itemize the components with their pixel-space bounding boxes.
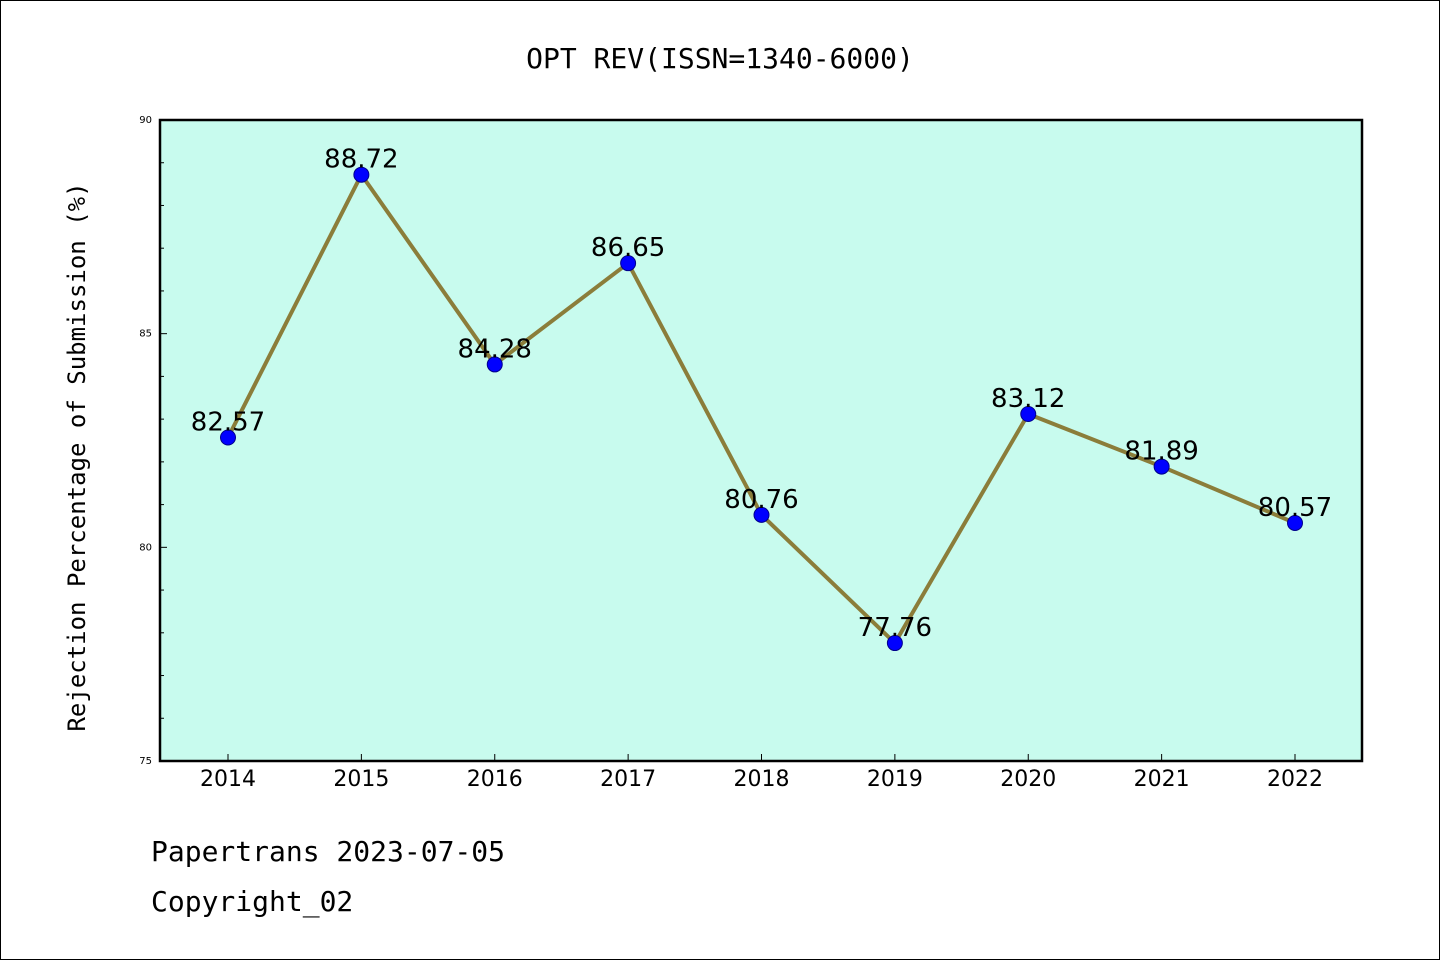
data-label: 80.76 (724, 485, 798, 515)
x-tick-label: 2016 (467, 767, 523, 792)
data-label: 86.65 (591, 233, 665, 263)
x-tick-label: 2015 (333, 767, 389, 792)
x-tick-label: 2017 (600, 767, 656, 792)
y-tick-label: 80 (139, 542, 152, 553)
chart-title: OPT REV(ISSN=1340-6000) (526, 42, 914, 75)
data-point (753, 506, 770, 523)
footer-source: Papertrans 2023-07-05 (151, 835, 506, 868)
y-tick-label: 90 (139, 115, 152, 126)
data-point (353, 166, 370, 183)
x-tick-label: 2021 (1134, 767, 1190, 792)
data-label: 88.72 (324, 145, 398, 175)
data-label: 80.57 (1258, 493, 1332, 523)
data-label: 84.28 (458, 334, 532, 364)
y-axis-label: Rejection Percentage of Submission (%) (63, 182, 91, 731)
x-tick-label: 2020 (1000, 767, 1056, 792)
data-point (886, 635, 903, 652)
data-label: 81.89 (1124, 437, 1198, 467)
y-tick-label: 85 (139, 329, 152, 340)
data-point (1020, 406, 1037, 423)
plot-area (158, 118, 1364, 763)
footer-copyright: Copyright_02 (151, 885, 354, 918)
x-tick-label: 2022 (1267, 767, 1323, 792)
x-tick-label: 2018 (734, 767, 790, 792)
y-tick-label: 75 (139, 756, 152, 767)
series-group: 82.57 88.72 84.28 86.65 80.76 77.76 83.12 81.89… (191, 145, 1332, 652)
x-tick-label: 2014 (200, 767, 256, 792)
data-point (486, 356, 503, 373)
data-label: 82.57 (191, 408, 265, 438)
data-point (220, 429, 236, 446)
data-point (1153, 458, 1170, 475)
data-label: 83.12 (991, 384, 1065, 414)
data-point (1287, 514, 1303, 531)
data-point (620, 255, 637, 272)
y-axis-ticks: 75 80 85 90 (139, 115, 167, 767)
x-tick-label: 2019 (867, 767, 923, 792)
x-axis-ticks: 2014 2015 2016 2017 2018 2019 2020 2021 2022 (200, 754, 1323, 792)
data-label: 77.76 (858, 613, 932, 643)
